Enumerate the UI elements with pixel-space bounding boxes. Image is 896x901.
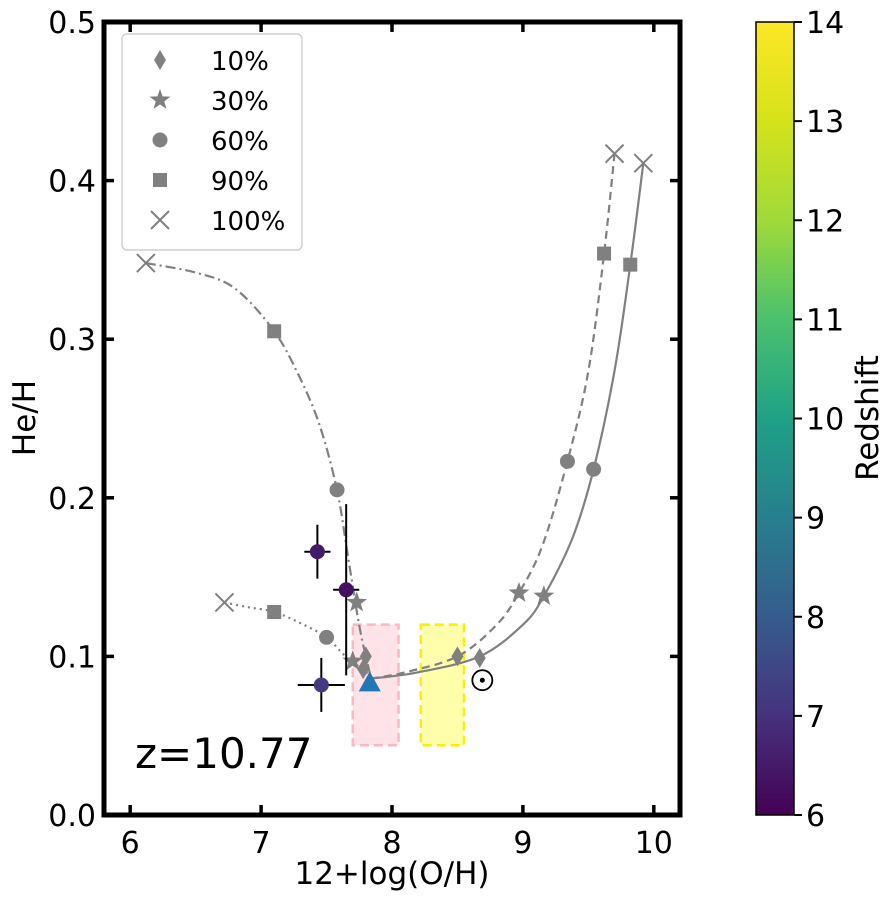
- obs-0-point: [309, 544, 325, 560]
- track-2-marker-3: [597, 246, 612, 261]
- y-tick-label-1: 0.1: [48, 640, 96, 675]
- highlight-regions: [351, 623, 466, 747]
- track-2-marker-0: [451, 646, 464, 667]
- x-tick-label-4: 10: [635, 826, 673, 861]
- track-1-marker-1: [267, 604, 282, 619]
- track-3-marker-4: [633, 153, 654, 173]
- track-2-marker-4: [604, 143, 625, 164]
- track-3-marker-3: [623, 257, 638, 272]
- legend-marker-4: [150, 210, 170, 230]
- track-1-marker-2: [319, 629, 335, 645]
- track-2-marker-1: [508, 582, 530, 602]
- x-tick-label-3: 9: [513, 826, 532, 861]
- axes: 6 7 8 9 10 0.0 0.1 0.2 0.3 0.4 0.5: [48, 6, 680, 861]
- track-2-marker-2: [559, 453, 575, 469]
- legend-label-0: 10%: [211, 47, 269, 77]
- colorbar-label: Redshift: [850, 355, 886, 481]
- colorbar-gradient: [755, 21, 795, 816]
- y-tick-label-2: 0.2: [48, 482, 96, 517]
- track-3-marker-1: [533, 585, 555, 605]
- x-axis-label: 12+log(O/H): [294, 856, 489, 892]
- legend-label-4: 100%: [211, 207, 285, 237]
- colorbar-tick-label-2: 8: [806, 601, 825, 636]
- x-tick-label-1: 7: [252, 826, 271, 861]
- legend-marker-1: [149, 89, 171, 109]
- colorbar-tick-label-0: 6: [806, 799, 825, 834]
- legend-box: [121, 33, 303, 251]
- solar-symbol-dot: [479, 677, 485, 683]
- extra-markers: [358, 669, 494, 692]
- y-tick-label-4: 0.4: [48, 165, 96, 200]
- track-0-marker-0: [136, 253, 156, 273]
- track-3-marker-2: [586, 461, 602, 477]
- obs-1-point: [338, 582, 354, 598]
- track-0-marker-3: [346, 591, 368, 612]
- legend: 10% 30% 60% 90% 100%: [121, 33, 303, 251]
- x-tick-label-2: 8: [382, 826, 401, 861]
- colorbar-tick-label-3: 9: [806, 502, 825, 537]
- track-1-marker-0: [214, 592, 235, 613]
- track-line-dashdot: [145, 262, 373, 679]
- legend-label-1: 30%: [211, 87, 269, 117]
- track-line-solid: [370, 163, 645, 680]
- region-1: [419, 623, 466, 747]
- highlight-triangle: [358, 671, 381, 692]
- y-tick-label-0: 0.0: [48, 799, 96, 834]
- y-tick-label-5: 0.5: [48, 6, 96, 41]
- redshift-annotation: z=10.77: [135, 729, 312, 778]
- legend-label-3: 90%: [211, 167, 269, 197]
- track-0-marker-2: [329, 482, 345, 498]
- legend-marker-0: [154, 50, 166, 70]
- colorbar-tick-label-8: 14: [806, 6, 844, 41]
- track-1-marker-4: [357, 659, 370, 680]
- colorbar-tick-label-6: 12: [806, 204, 844, 239]
- colorbar-tick-label-5: 11: [806, 303, 844, 338]
- obs-2-point: [313, 677, 329, 693]
- colorbar-tick-label-4: 10: [806, 403, 844, 438]
- x-tick-label-0: 6: [121, 826, 140, 861]
- legend-marker-3: [153, 173, 167, 187]
- model-tracks: [136, 143, 654, 680]
- observations: [297, 504, 360, 712]
- y-axis-label: He/H: [7, 380, 43, 456]
- track-line-dashed: [370, 153, 616, 680]
- colorbar-tick-label-7: 13: [806, 105, 844, 140]
- legend-marker-2: [152, 132, 168, 148]
- legend-label-2: 60%: [211, 127, 269, 157]
- y-tick-label-3: 0.3: [48, 323, 96, 358]
- track-1-marker-3: [342, 650, 364, 671]
- track-3-marker-0: [473, 647, 486, 668]
- colorbar-tick-label-1: 7: [806, 700, 825, 735]
- colorbar: 6 7 8 9 10 11 12 13 14: [755, 6, 844, 834]
- track-0-marker-1: [267, 324, 282, 339]
